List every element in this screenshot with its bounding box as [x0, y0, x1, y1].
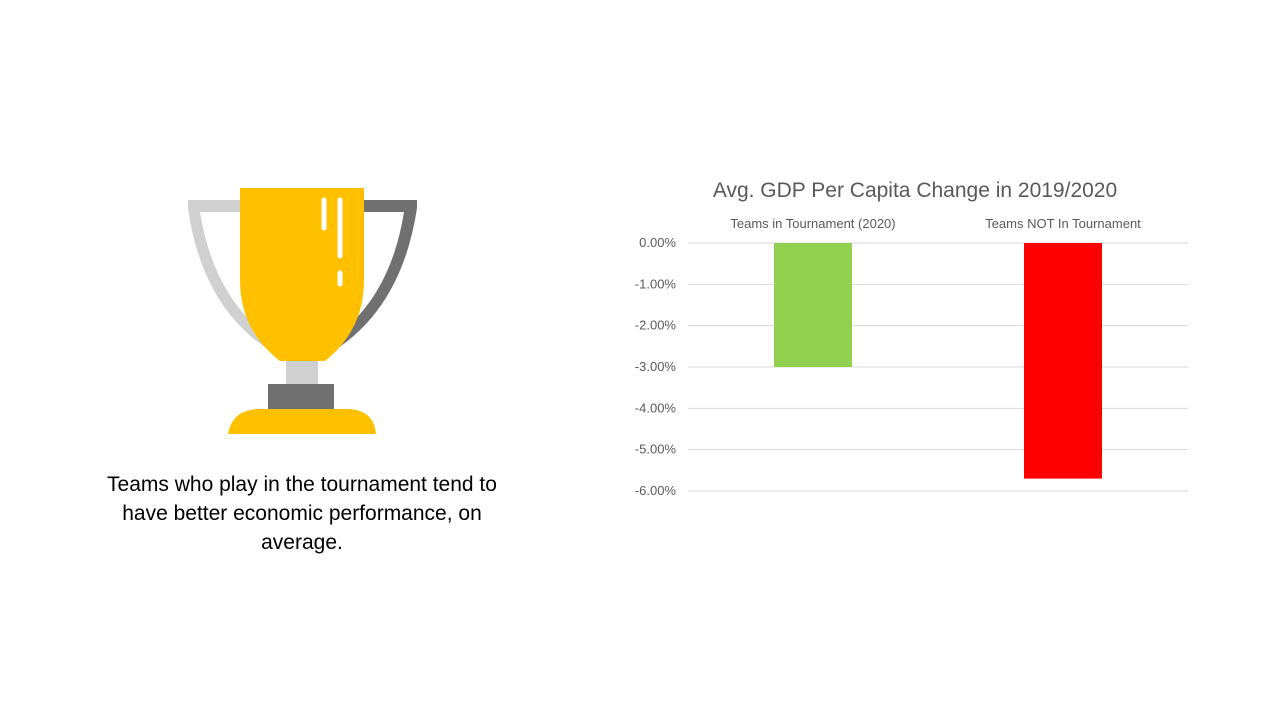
y-tick-label: -6.00%: [635, 483, 677, 498]
trophy-cup: [240, 188, 364, 361]
y-tick-label: -3.00%: [635, 359, 677, 374]
trophy-right-handle: [324, 200, 417, 352]
y-tick-label: 0.00%: [639, 235, 676, 250]
trophy-base-block: [268, 384, 334, 410]
caption-text: Teams who play in the tournament tend to…: [107, 473, 497, 554]
category-label: Teams NOT In Tournament: [985, 216, 1141, 231]
chart-title: Avg. GDP Per Capita Change in 2019/2020: [713, 179, 1117, 202]
y-tick-label: -2.00%: [635, 318, 677, 333]
bars: [774, 243, 1102, 479]
bar-chart: Avg. GDP Per Capita Change in 2019/2020 …: [635, 179, 1188, 498]
trophy-stem: [286, 358, 318, 388]
bar: [1024, 243, 1102, 479]
trophy-left-handle: [188, 200, 280, 352]
y-axis-labels: 0.00% -1.00% -2.00% -3.00% -4.00% -5.00% -6.00…: [635, 235, 677, 498]
trophy-icon: [188, 188, 417, 434]
gridlines: [688, 242, 1188, 492]
category-label: Teams in Tournament (2020): [730, 216, 895, 231]
y-tick-label: -5.00%: [635, 442, 677, 457]
trophy-base-plate: [228, 409, 376, 434]
y-tick-label: -1.00%: [635, 276, 677, 291]
bar: [774, 243, 852, 367]
category-labels: Teams in Tournament (2020) Teams NOT In T…: [730, 216, 1141, 231]
y-tick-label: -4.00%: [635, 400, 677, 415]
